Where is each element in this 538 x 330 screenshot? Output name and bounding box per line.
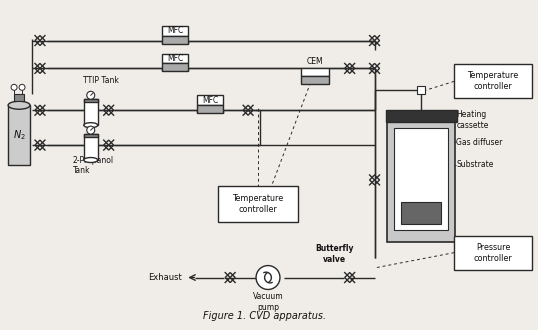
Bar — [454, 236, 532, 270]
Bar — [197, 105, 223, 113]
Ellipse shape — [84, 157, 98, 162]
Circle shape — [87, 126, 95, 134]
Bar — [454, 64, 532, 98]
Bar — [386, 110, 457, 122]
Bar — [84, 134, 98, 160]
Text: Temperature
controller: Temperature controller — [232, 194, 284, 214]
Bar — [162, 53, 188, 63]
Text: Vacuum
pump: Vacuum pump — [253, 292, 284, 312]
Text: Temperature
controller: Temperature controller — [468, 71, 519, 91]
Text: $N_2$: $N_2$ — [12, 128, 25, 142]
Text: Butterfly
valve: Butterfly valve — [315, 244, 354, 264]
Bar — [301, 76, 329, 83]
Bar — [162, 26, 188, 36]
Bar — [417, 86, 426, 94]
Ellipse shape — [84, 123, 98, 128]
Bar — [401, 202, 441, 224]
Bar — [387, 112, 455, 242]
Text: MFC: MFC — [167, 26, 183, 35]
Circle shape — [19, 84, 25, 90]
Circle shape — [256, 266, 280, 289]
Bar — [394, 128, 448, 230]
Text: 2-Propanol
Tank: 2-Propanol Tank — [73, 155, 114, 175]
Text: Exhaust: Exhaust — [148, 273, 182, 282]
Text: Pressure
controller: Pressure controller — [473, 243, 512, 263]
Circle shape — [87, 91, 95, 99]
Bar — [14, 94, 24, 101]
Text: MFC: MFC — [167, 54, 183, 63]
Bar — [84, 99, 98, 125]
Bar — [8, 105, 30, 165]
Bar — [162, 36, 188, 44]
Text: TTIP Tank: TTIP Tank — [83, 76, 119, 85]
Text: CEM: CEM — [307, 57, 323, 66]
Bar — [218, 186, 298, 222]
Text: Heating
cassette: Heating cassette — [456, 111, 489, 130]
Circle shape — [11, 84, 17, 90]
Bar — [301, 68, 329, 76]
Text: Figure 1. CVD apparatus.: Figure 1. CVD apparatus. — [203, 311, 327, 321]
Bar — [84, 134, 98, 137]
Bar — [84, 99, 98, 102]
Ellipse shape — [8, 101, 30, 109]
Text: MFC: MFC — [202, 96, 218, 105]
Bar — [197, 95, 223, 105]
Text: Gas diffuser: Gas diffuser — [456, 138, 502, 147]
Text: Substrate: Substrate — [456, 160, 493, 170]
Bar — [162, 63, 188, 72]
